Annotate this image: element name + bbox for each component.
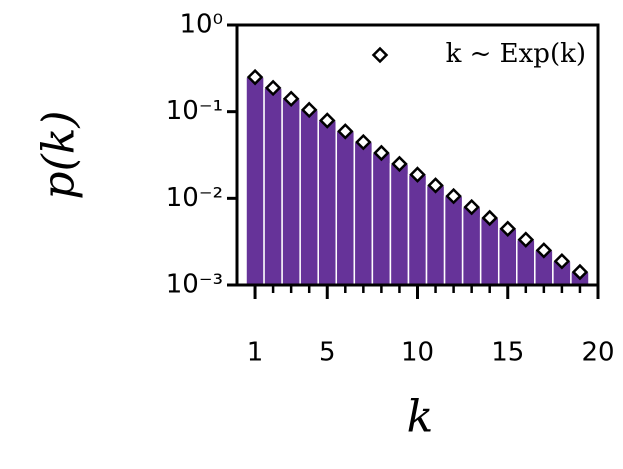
- marker: [282, 90, 300, 108]
- y-tick-label: 10⁻²: [166, 183, 223, 213]
- marker: [517, 231, 535, 248]
- marker: [246, 68, 264, 86]
- x-tick-label: 5: [319, 338, 336, 368]
- x-tick-label: 15: [491, 338, 524, 368]
- marker: [264, 79, 282, 97]
- bar: [245, 76, 265, 286]
- bar: [443, 195, 464, 286]
- bar: [461, 206, 482, 286]
- marker: [337, 123, 354, 140]
- marker: [481, 209, 498, 227]
- legend-label: k ~ Exp(k): [446, 39, 586, 69]
- bar: [389, 163, 410, 286]
- bar: [479, 217, 500, 286]
- marker: [553, 252, 571, 270]
- bar: [407, 173, 428, 286]
- bar: [317, 119, 338, 286]
- bar: [371, 152, 392, 286]
- marker: [463, 198, 480, 216]
- x-axis-label: k: [407, 392, 434, 443]
- marker: [300, 101, 318, 119]
- bar: [497, 227, 518, 286]
- marker: [391, 155, 408, 173]
- marker: [427, 177, 444, 194]
- y-tick-label: 10⁻³: [166, 270, 223, 300]
- x-tick-label: 20: [581, 338, 614, 368]
- y-tick-label: 10⁻¹: [166, 96, 223, 126]
- bar: [353, 141, 374, 286]
- marker: [318, 112, 336, 129]
- x-tick-label: 10: [401, 338, 434, 368]
- bar: [425, 184, 446, 286]
- marker: [499, 220, 517, 237]
- legend-marker: [371, 46, 389, 64]
- marker: [373, 144, 390, 162]
- marker: [535, 242, 553, 259]
- y-axis-label: p(k): [34, 110, 85, 199]
- marker: [409, 166, 426, 183]
- x-tick-label: 1: [247, 338, 264, 368]
- bar: [335, 130, 356, 286]
- marker: [571, 263, 589, 281]
- marker: [445, 187, 462, 205]
- bar: [263, 87, 283, 286]
- bar: [299, 109, 319, 286]
- marker: [355, 133, 372, 151]
- bar: [281, 97, 301, 286]
- y-tick-label: 10⁰: [179, 10, 223, 40]
